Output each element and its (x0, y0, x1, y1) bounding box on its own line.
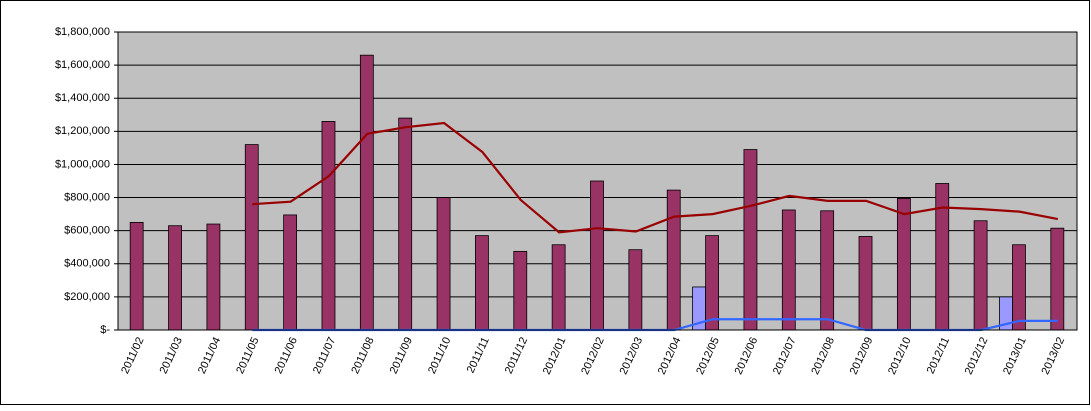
bar (590, 180, 604, 331)
line (252, 121, 1059, 234)
y-tick-label: $- (100, 324, 110, 336)
bar (475, 235, 489, 331)
y-tick-label: $1,000,000 (55, 158, 110, 170)
y-tick-label: $1,800,000 (55, 26, 110, 38)
y-tick-label: $200,000 (64, 291, 110, 303)
bar (705, 235, 719, 331)
bar (168, 225, 182, 331)
bar (743, 149, 758, 331)
bar (398, 117, 413, 331)
bar (1050, 227, 1065, 331)
bar (858, 236, 873, 331)
bar (820, 210, 835, 331)
bar (129, 221, 144, 331)
y-tick-label: $1,400,000 (55, 92, 110, 104)
bar (551, 244, 566, 331)
y-tick-label: $600,000 (64, 225, 110, 237)
bar (628, 249, 643, 331)
bar (436, 197, 451, 331)
bar (935, 183, 950, 331)
bar (973, 220, 988, 331)
bar (896, 197, 911, 331)
bar (206, 223, 221, 331)
y-tick-label: $1,600,000 (55, 59, 110, 71)
bar (1012, 244, 1026, 331)
bar (359, 54, 374, 331)
bar (321, 121, 336, 331)
bar (666, 189, 681, 331)
bar (283, 214, 298, 331)
bar (781, 209, 796, 331)
y-tick-label: $400,000 (64, 258, 110, 270)
y-tick-label: $1,200,000 (55, 125, 110, 137)
bar (244, 144, 259, 331)
y-tick-label: $800,000 (64, 191, 110, 203)
bar (513, 250, 528, 331)
